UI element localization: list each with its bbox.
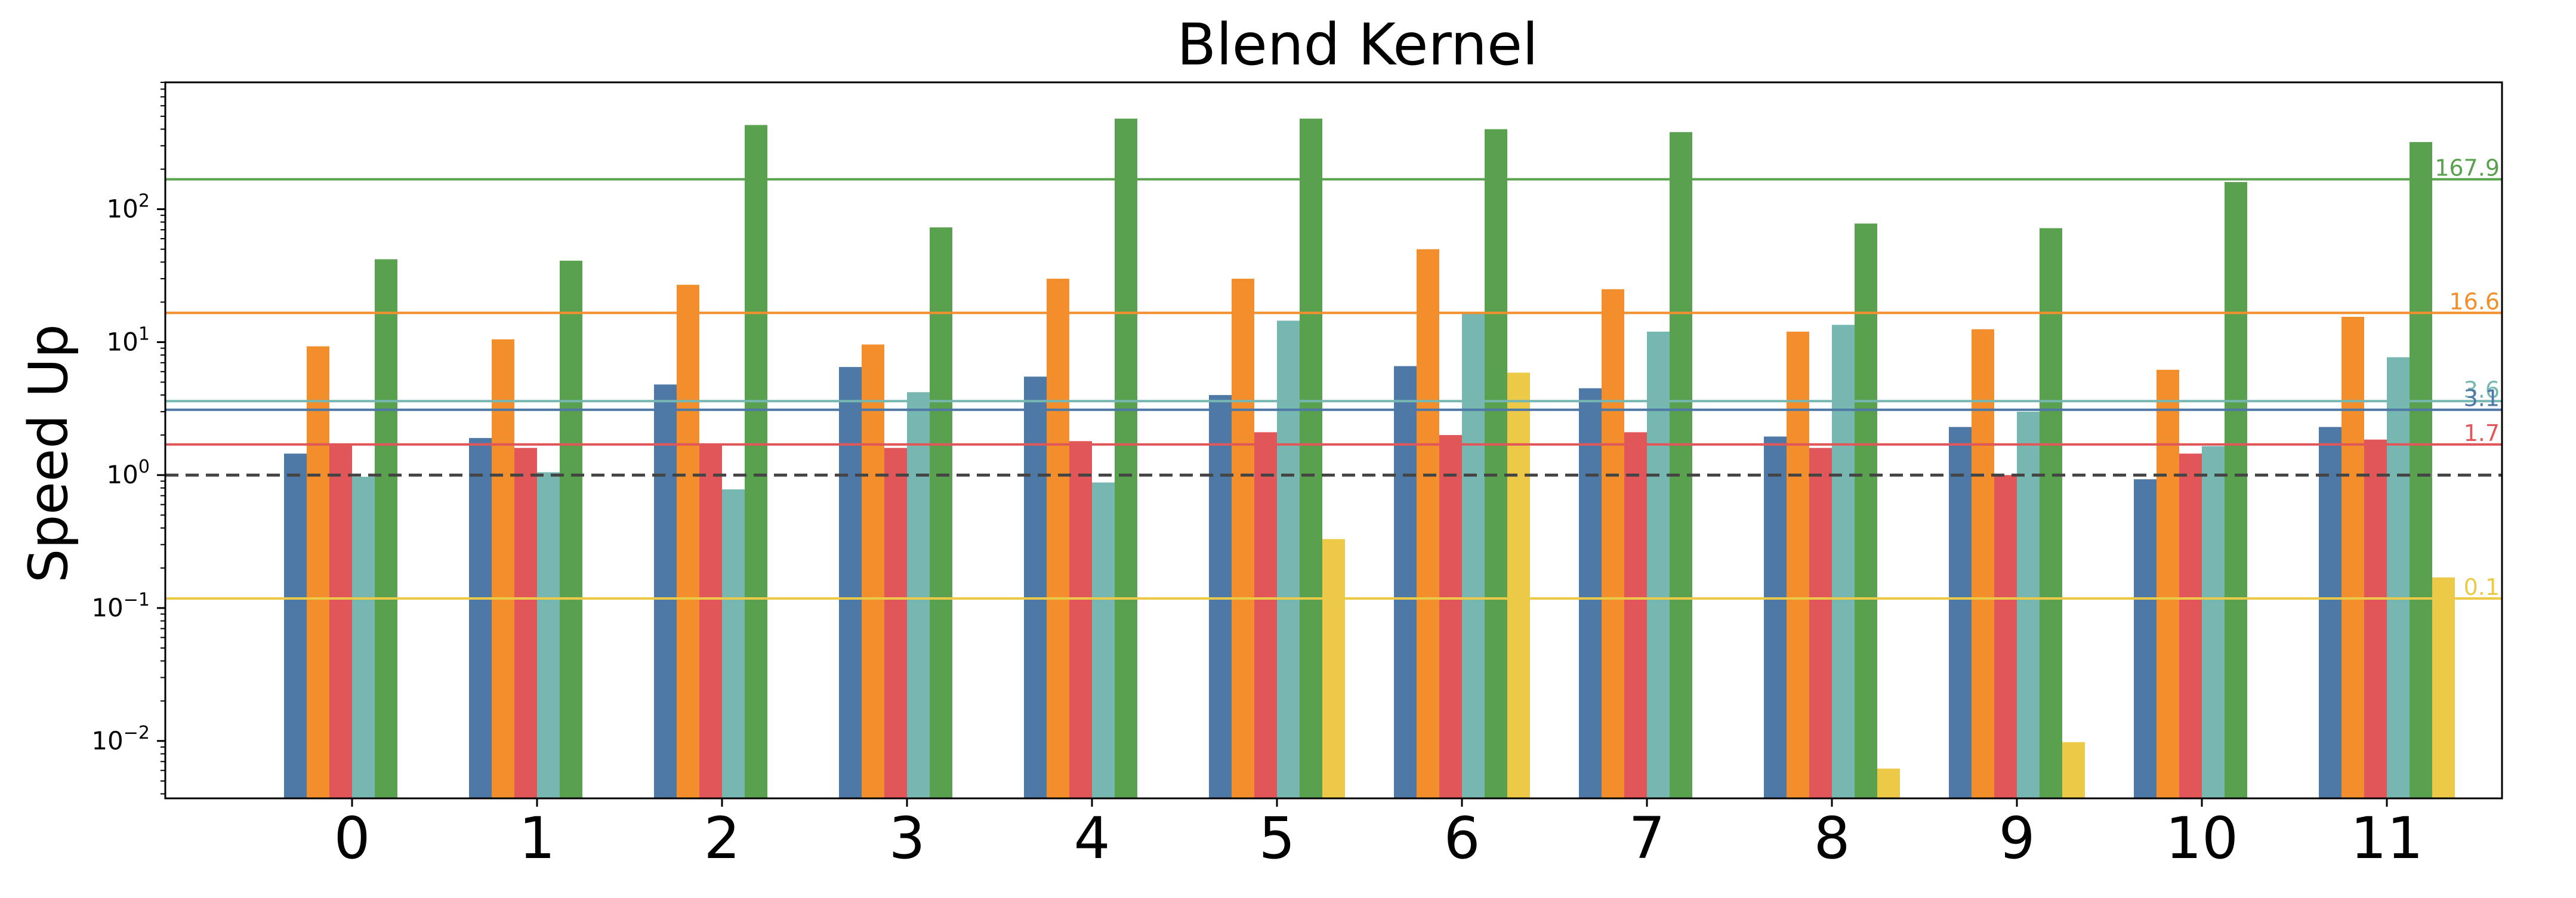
bar: [1670, 132, 1692, 798]
bar: [1832, 325, 1855, 798]
bar: [1972, 329, 1994, 798]
y-tick-label: 10−2: [91, 723, 150, 755]
bar: [2432, 577, 2455, 798]
bar: [329, 444, 352, 798]
bar: [1764, 436, 1787, 798]
x-tick-label: 8: [1813, 805, 1850, 872]
bar: [352, 477, 375, 798]
bar: [1994, 475, 2017, 798]
bar: [514, 448, 537, 798]
reference-line-label: 16.6: [2449, 288, 2500, 314]
bar: [2157, 369, 2179, 798]
bar: [1069, 441, 1092, 798]
bar: [907, 392, 930, 798]
bar: [1024, 377, 1047, 798]
reference-line-label: 1.7: [2464, 420, 2500, 446]
bar: [862, 344, 884, 798]
bar: [560, 260, 582, 798]
reference-lines-layer: 167.9 16.6 3.63.1 1.7 0.1: [165, 155, 2502, 600]
bar: [1949, 427, 1972, 798]
bar: [1322, 539, 1345, 798]
bar: [699, 444, 722, 798]
bar: [2062, 742, 2085, 798]
bar: [1624, 432, 1647, 798]
bars-layer: [284, 118, 2455, 799]
reference-line-label: 3.1: [2464, 385, 2500, 412]
bar: [2225, 182, 2247, 799]
bar: [2040, 228, 2062, 798]
bar: [1209, 395, 1232, 798]
bar: [1232, 279, 1254, 799]
x-tick-label: 6: [1443, 805, 1480, 872]
bar: [2202, 446, 2225, 798]
y-axis-ticks: 10−2 10−1 100 101 102: [91, 82, 165, 795]
bar: [2134, 479, 2157, 798]
y-tick-label: 101: [106, 323, 150, 356]
bar: [1394, 366, 1417, 798]
bar: [930, 227, 952, 799]
bar: [537, 472, 560, 798]
bar: [2017, 411, 2040, 798]
bar: [2341, 317, 2364, 798]
x-tick-label: 9: [1998, 805, 2035, 872]
x-tick-label: 10: [2165, 805, 2238, 872]
bar: [722, 489, 745, 798]
bar: [654, 384, 677, 798]
bar: [1115, 118, 1137, 798]
reference-line-label: 0.1: [2464, 574, 2500, 600]
bar: [1417, 249, 1439, 798]
bar: [884, 448, 907, 798]
bar: [307, 346, 329, 798]
bar: [492, 339, 514, 798]
y-tick-label: 100: [106, 456, 150, 489]
x-tick-label: 11: [2350, 805, 2423, 872]
reference-line-label: 3.6: [2464, 377, 2500, 403]
x-tick-label: 4: [1073, 805, 1110, 872]
x-axis-ticks: 0 1 2 3 4 5 6 7 8 9 10 11: [334, 798, 2423, 872]
bar: [2410, 142, 2432, 799]
bar: [284, 453, 307, 798]
bar: [1485, 129, 1507, 798]
bar: [375, 259, 397, 798]
bar: [2319, 427, 2341, 798]
bar: [1277, 320, 1300, 798]
plot-frame: [164, 81, 2503, 800]
x-tick-label: 1: [519, 805, 555, 872]
bar: [1047, 279, 1069, 799]
bar: [2387, 357, 2410, 798]
bar: [1439, 435, 1462, 798]
bar: [2179, 453, 2202, 798]
bar: [1507, 372, 1530, 798]
x-tick-label: 5: [1258, 805, 1295, 872]
chart-title: Blend Kernel: [1177, 11, 1538, 78]
bar: [1579, 388, 1602, 798]
bar: [1092, 482, 1115, 798]
x-tick-label: 7: [1628, 805, 1665, 872]
bar: [1877, 769, 1900, 798]
bar: [469, 438, 492, 798]
y-axis-label: Speed Up: [17, 324, 80, 583]
bar: [1809, 448, 1832, 798]
bar: [839, 367, 862, 798]
bar: [1462, 313, 1485, 798]
bar: [2364, 439, 2387, 798]
bar: [1602, 289, 1624, 798]
x-tick-label: 2: [704, 805, 740, 872]
bar: [677, 285, 699, 798]
y-tick-label: 102: [106, 191, 150, 224]
bar: [745, 125, 767, 798]
reference-line-label: 167.9: [2435, 155, 2500, 181]
x-tick-label: 0: [334, 805, 370, 872]
bar: [1300, 118, 1322, 798]
y-tick-label: 10−1: [91, 590, 150, 622]
bar: [1855, 223, 1877, 799]
x-tick-label: 3: [889, 805, 925, 872]
bar: [1254, 432, 1277, 798]
